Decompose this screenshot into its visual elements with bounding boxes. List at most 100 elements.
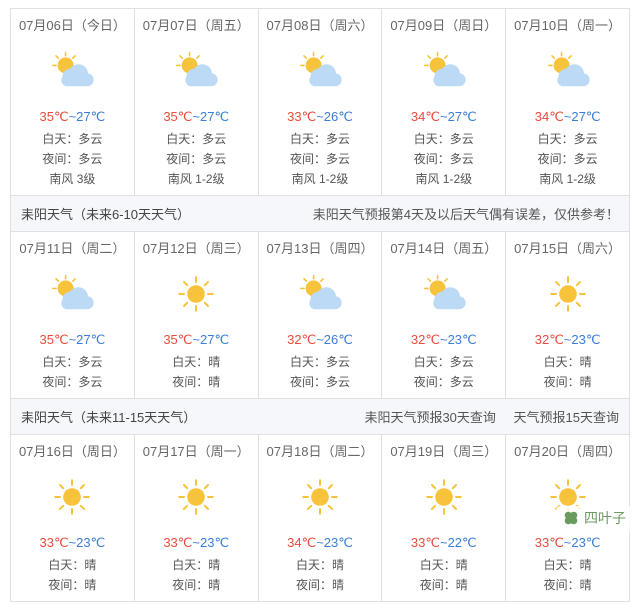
- daytime-weather: 白天：晴: [139, 352, 254, 372]
- night-weather: 夜间：晴: [510, 372, 625, 392]
- forecast-row-3: 07月16日（周日）33℃~23℃白天：晴夜间：晴 07月17日（周一）33℃~…: [11, 435, 630, 602]
- weather-icon: [386, 263, 501, 328]
- date-label: 07月14日（周五）: [386, 238, 501, 263]
- date-label: 07月19日（周三）: [386, 441, 501, 466]
- link-30day-forecast[interactable]: 耒阳天气预报30天查询: [364, 410, 495, 425]
- weather-icon: [263, 466, 378, 531]
- daytime-weather: 白天：晴: [510, 555, 625, 575]
- weather-icon: [15, 263, 130, 328]
- link-15day-forecast[interactable]: 天气预报15天查询: [514, 410, 619, 425]
- day-cell: 07月10日（周一） 34℃~27℃白天：多云夜间：多云南风 1-2级: [506, 9, 630, 196]
- date-label: 07月18日（周二）: [263, 441, 378, 466]
- temperature: 35℃~27℃: [15, 105, 130, 129]
- night-weather: 夜间：多云: [15, 149, 130, 169]
- date-label: 07月10日（周一）: [510, 15, 625, 40]
- temperature: 33℃~23℃: [15, 531, 130, 555]
- daytime-weather: 白天：晴: [15, 555, 130, 575]
- date-label: 07月08日（周六）: [263, 15, 378, 40]
- daytime-weather: 白天：晴: [386, 555, 501, 575]
- date-label: 07月15日（周六）: [510, 238, 625, 263]
- forecast-row-1: 07月06日（今日）35℃~27℃白天：多云夜间：多云南风 3级 07月07日（…: [11, 9, 630, 196]
- section-header-11-15: 耒阳天气（未来11-15天天气） 耒阳天气预报30天查询 天气预报15天查询: [11, 399, 630, 435]
- night-weather: 夜间：多云: [263, 149, 378, 169]
- clover-icon: [562, 509, 580, 530]
- day-cell: 07月06日（今日）35℃~27℃白天：多云夜间：多云南风 3级: [11, 9, 135, 196]
- date-label: 07月16日（周日）: [15, 441, 130, 466]
- watermark-text: 四叶子: [584, 510, 626, 526]
- day-cell: 07月11日（周二） 35℃~27℃白天：多云夜间：多云: [11, 232, 135, 399]
- weather-icon: [510, 40, 625, 105]
- date-label: 07月11日（周二）: [15, 238, 130, 263]
- temperature: 35℃~27℃: [15, 328, 130, 352]
- day-cell: 07月09日（周日）34℃~27℃白天：多云夜间：多云南风 1-2级: [382, 9, 506, 196]
- night-weather: 夜间：多云: [15, 372, 130, 392]
- day-cell: 07月19日（周三）33℃~22℃白天：晴夜间：晴: [382, 435, 506, 602]
- temperature: 32℃~23℃: [386, 328, 501, 352]
- day-cell: 07月18日（周二）34℃~23℃白天：晴夜间：晴: [258, 435, 382, 602]
- weather-icon: [15, 40, 130, 105]
- temperature: 32℃~26℃: [263, 328, 378, 352]
- temperature: 34℃~23℃: [263, 531, 378, 555]
- date-label: 07月09日（周日）: [386, 15, 501, 40]
- night-weather: 夜间：多云: [139, 149, 254, 169]
- wind-info: 南风 1-2级: [386, 169, 501, 189]
- weather-icon: [263, 40, 378, 105]
- temperature: 33℃~23℃: [510, 531, 625, 555]
- date-label: 07月20日（周四）: [510, 441, 625, 466]
- weather-icon: [386, 466, 501, 531]
- wind-info: 南风 1-2级: [139, 169, 254, 189]
- day-cell: 07月13日（周四） 32℃~26℃白天：多云夜间：多云: [258, 232, 382, 399]
- temperature: 35℃~27℃: [139, 105, 254, 129]
- forecast-row-2: 07月11日（周二）35℃~27℃白天：多云夜间：多云 07月12日（周三）35…: [11, 232, 630, 399]
- wind-info: 南风 1-2级: [510, 169, 625, 189]
- weather-icon: [510, 263, 625, 328]
- date-label: 07月13日（周四）: [263, 238, 378, 263]
- day-cell: 07月15日（周六） 32℃~23℃白天：晴夜间：晴: [506, 232, 630, 399]
- daytime-weather: 白天：多云: [15, 352, 130, 372]
- temperature: 35℃~27℃: [139, 328, 254, 352]
- daytime-weather: 白天：多云: [263, 352, 378, 372]
- daytime-weather: 白天：多云: [510, 129, 625, 149]
- night-weather: 夜间：晴: [139, 372, 254, 392]
- weather-icon: [139, 40, 254, 105]
- date-label: 07月07日（周五）: [139, 15, 254, 40]
- temperature: 32℃~23℃: [510, 328, 625, 352]
- temperature: 33℃~23℃: [139, 531, 254, 555]
- night-weather: 夜间：晴: [510, 575, 625, 595]
- day-cell: 07月16日（周日） 33℃~23℃白天：晴夜间：晴: [11, 435, 135, 602]
- temperature: 33℃~26℃: [263, 105, 378, 129]
- daytime-weather: 白天：晴: [510, 352, 625, 372]
- watermark: 四叶子: [556, 506, 632, 532]
- section-title: 耒阳天气（未来11-15天天气）: [21, 410, 196, 425]
- weather-icon: [139, 466, 254, 531]
- temperature: 34℃~27℃: [510, 105, 625, 129]
- day-cell: 07月07日（周五） 35℃~27℃白天：多云夜间：多云南风 1-2级: [134, 9, 258, 196]
- daytime-weather: 白天：晴: [139, 555, 254, 575]
- weather-icon: [386, 40, 501, 105]
- section-header-6-10: 耒阳天气（未来6-10天天气） 耒阳天气预报第4天及以后天气偶有误差，仅供参考！: [11, 196, 630, 232]
- daytime-weather: 白天：多云: [386, 352, 501, 372]
- date-label: 07月17日（周一）: [139, 441, 254, 466]
- wind-info: 南风 3级: [15, 169, 130, 189]
- daytime-weather: 白天：多云: [263, 129, 378, 149]
- weather-icon: [139, 263, 254, 328]
- day-cell: 07月12日（周三） 35℃~27℃白天：晴夜间：晴: [134, 232, 258, 399]
- night-weather: 夜间：多云: [263, 372, 378, 392]
- date-label: 07月12日（周三）: [139, 238, 254, 263]
- night-weather: 夜间：晴: [15, 575, 130, 595]
- section-title: 耒阳天气（未来6-10天天气）: [21, 207, 190, 222]
- day-cell: 07月14日（周五） 32℃~23℃白天：多云夜间：多云: [382, 232, 506, 399]
- wind-info: 南风 1-2级: [263, 169, 378, 189]
- daytime-weather: 白天：晴: [263, 555, 378, 575]
- day-cell: 07月17日（周一） 33℃~23℃白天：晴夜间：晴: [134, 435, 258, 602]
- night-weather: 夜间：多云: [386, 149, 501, 169]
- weather-icon: [263, 263, 378, 328]
- night-weather: 夜间：多云: [386, 372, 501, 392]
- night-weather: 夜间：多云: [510, 149, 625, 169]
- night-weather: 夜间：晴: [139, 575, 254, 595]
- night-weather: 夜间：晴: [386, 575, 501, 595]
- daytime-weather: 白天：多云: [15, 129, 130, 149]
- weather-forecast-table: 07月06日（今日）35℃~27℃白天：多云夜间：多云南风 3级 07月07日（…: [10, 8, 630, 602]
- day-cell: 07月08日（周六） 33℃~26℃白天：多云夜间：多云南风 1-2级: [258, 9, 382, 196]
- daytime-weather: 白天：多云: [139, 129, 254, 149]
